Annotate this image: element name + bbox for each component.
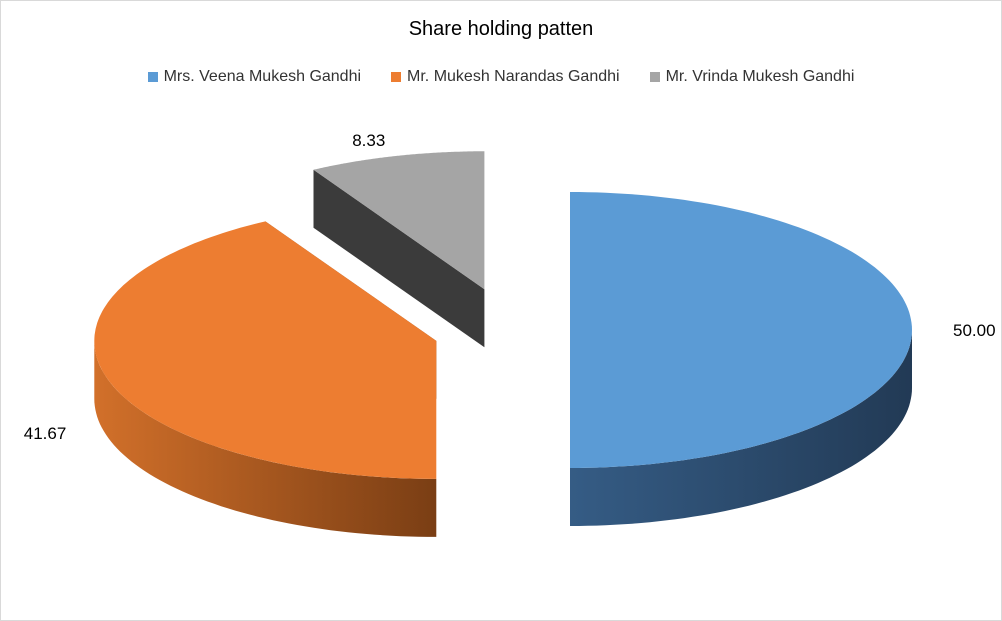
legend-swatch-mukesh	[391, 72, 402, 82]
pie-side-mukesh	[94, 340, 437, 537]
pie-top-veena	[570, 192, 912, 468]
pie-slice-vrinda	[313, 151, 485, 348]
pie-slice-mukesh	[94, 221, 437, 537]
pie-top-mukesh	[94, 221, 437, 479]
legend-item-veena: Mrs. Veena Mukesh Gandhi	[147, 68, 362, 86]
legend-swatch-vrinda	[649, 72, 660, 82]
legend-label-veena: Mrs. Veena Mukesh Gandhi	[163, 68, 362, 85]
legend-item-vrinda: Mr. Vrinda Mukesh Gandhi	[649, 68, 855, 86]
pie-side-veena	[570, 330, 912, 526]
data-label-veena: 50.00	[953, 321, 996, 340]
legend: Mrs. Veena Mukesh Gandhi Mr. Mukesh Nara…	[0, 68, 1002, 86]
legend-label-mukesh: Mr. Mukesh Narandas Gandhi	[407, 68, 620, 85]
data-labels: 50.00 41.67 8.33	[24, 131, 996, 443]
data-label-vrinda: 8.33	[352, 131, 385, 150]
pie-top-vrinda	[313, 151, 485, 290]
pie-cut-face-vrinda-0	[313, 169, 485, 348]
legend-label-vrinda: Mr. Vrinda Mukesh Gandhi	[665, 68, 855, 85]
chart-title: Share holding patten	[408, 18, 594, 40]
data-label-mukesh: 41.67	[24, 424, 67, 443]
legend-item-mukesh: Mr. Mukesh Narandas Gandhi	[391, 68, 620, 86]
legend-swatch-veena	[147, 72, 158, 82]
pie-slices	[94, 151, 912, 537]
pie-slice-veena	[570, 192, 912, 526]
